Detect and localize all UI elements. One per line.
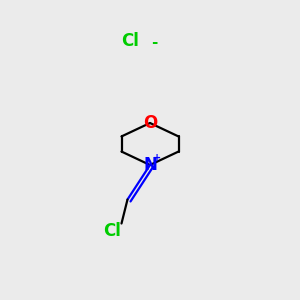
Text: O: O — [143, 114, 157, 132]
Text: +: + — [152, 153, 161, 164]
Text: Cl: Cl — [103, 222, 122, 240]
Text: -: - — [151, 34, 158, 50]
Text: N: N — [143, 156, 157, 174]
Text: Cl: Cl — [122, 32, 140, 50]
